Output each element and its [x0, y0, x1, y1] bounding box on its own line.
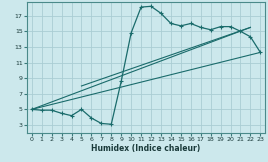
X-axis label: Humidex (Indice chaleur): Humidex (Indice chaleur): [91, 144, 201, 153]
